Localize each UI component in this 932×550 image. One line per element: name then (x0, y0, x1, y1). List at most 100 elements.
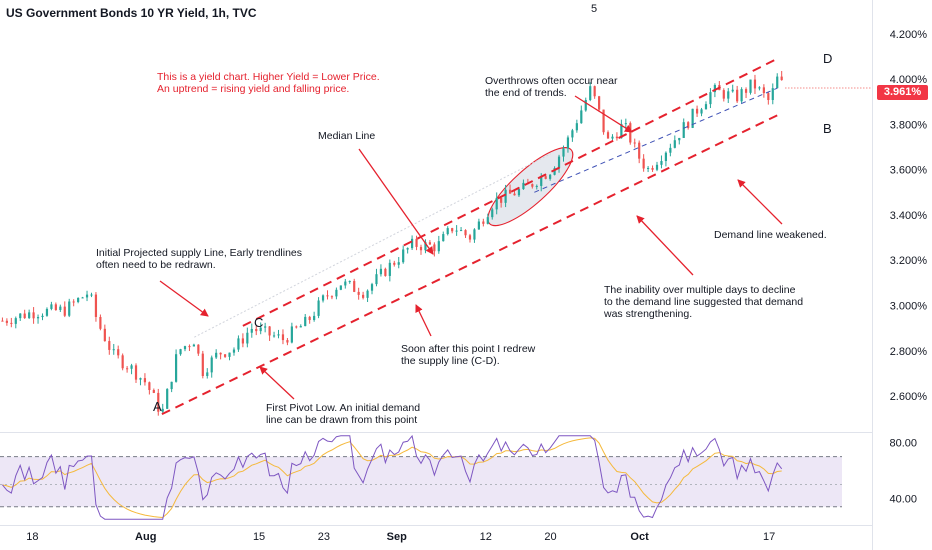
note-overthrows: Overthrows often occur near the end of t… (485, 75, 618, 99)
candle-body (687, 122, 690, 128)
y-tick-label-3: 3.200% (890, 255, 928, 267)
candle-body (45, 308, 49, 316)
supply-line-cd (242, 57, 778, 327)
candle-body (584, 99, 587, 111)
candle-body (313, 315, 316, 321)
candle-body (384, 268, 387, 276)
candle-body (68, 301, 71, 316)
candle-body (362, 294, 365, 298)
candle-body (81, 297, 84, 299)
pivot-label-b: B (823, 121, 832, 136)
candle-body (112, 349, 115, 351)
candle-body (19, 313, 22, 319)
candle-body (544, 176, 547, 179)
candle-body (620, 123, 623, 139)
candle-body (121, 355, 124, 369)
pivot-label-d: D (823, 51, 833, 66)
candle-body (375, 274, 378, 285)
candle-body (415, 238, 418, 247)
arrow-initial-supply (159, 280, 209, 317)
note-first-pivot: First Pivot Low. An initial demand line … (266, 402, 421, 426)
candle-body (210, 357, 213, 373)
demand-line-ab (161, 114, 778, 416)
candle-body (446, 228, 449, 235)
candle-body (290, 326, 293, 343)
y-tick-label-4: 3.400% (890, 210, 928, 222)
current-price-tag: 3.961% (877, 85, 928, 100)
candle-body (602, 109, 605, 133)
candle-body (606, 132, 610, 139)
candle-body (557, 156, 561, 169)
candle-body (157, 392, 160, 412)
candle-body (468, 235, 472, 240)
candle-body (540, 176, 543, 186)
candle-body (638, 142, 641, 159)
candle-body (669, 147, 672, 153)
note-redrew-supply: Soon after this point I redrew the suppl… (401, 343, 536, 367)
x-tick-label-0: 18 (26, 531, 38, 543)
candle-body (36, 317, 40, 319)
candle-body (651, 167, 654, 170)
candle-body (339, 285, 342, 290)
candle-body (215, 352, 218, 358)
candle-body (188, 346, 191, 348)
candle-body (727, 91, 730, 99)
candle-body (517, 189, 521, 196)
y-tick-label-7: 4.000% (890, 74, 928, 86)
x-tick-label-6: 20 (544, 531, 556, 543)
candle-body (161, 408, 164, 412)
candle-body (321, 295, 325, 301)
candle-body (419, 246, 423, 251)
rsi-band-fill (0, 456, 842, 507)
note-initial-supply: Initial Projected supply Line, Early tre… (96, 247, 303, 271)
candle-body (126, 368, 129, 370)
candle-body (94, 294, 98, 317)
candle-body (593, 86, 596, 97)
y-tick-label-2: 3.000% (890, 300, 928, 312)
x-tick-label-7: Oct (630, 531, 649, 543)
candle-body (500, 197, 503, 203)
candle-body (348, 281, 351, 283)
candle-body (77, 297, 80, 302)
candle-body (642, 158, 645, 169)
x-tick-label-5: 12 (480, 531, 492, 543)
candle-body (575, 123, 578, 131)
candle-body (758, 87, 761, 89)
candle-body (495, 197, 498, 210)
axis-layer: 2.600% 2.800% 3.000% 3.200% 3.400% 3.600% 3.80… (26, 29, 927, 543)
candle-body (174, 354, 178, 382)
candle-body (433, 244, 436, 252)
candle-body (28, 312, 31, 319)
candle-body (615, 136, 619, 139)
candle-body (664, 152, 668, 162)
candle-body (5, 320, 8, 323)
candle-body (633, 142, 636, 144)
candle-body (237, 338, 240, 350)
highlight-ellipse (487, 147, 574, 227)
candle-body (531, 184, 534, 187)
candle-body (335, 289, 338, 297)
candle-body (286, 340, 289, 343)
y-tick-label-6: 3.800% (890, 119, 928, 131)
candle-body (99, 316, 102, 329)
initial-supply-line (194, 153, 551, 338)
candle-body (437, 241, 440, 252)
candle-body (344, 281, 347, 286)
candle-body (393, 262, 396, 265)
candle-body (308, 316, 311, 321)
candle-body (722, 90, 725, 99)
y-tick-label-8: 4.200% (890, 29, 928, 41)
candle-body (513, 193, 516, 196)
candle-body (611, 136, 614, 139)
arrow-median-line (358, 148, 434, 255)
note-demand-weakened: Demand line weakened. (714, 229, 827, 241)
candle-body (295, 326, 298, 328)
candle-body (660, 161, 663, 165)
rsi-tick-label-1: 40.00 (889, 493, 917, 505)
candle-body (272, 335, 276, 337)
candle-body (41, 315, 44, 318)
candle-body (219, 352, 222, 355)
rsi-line (2, 434, 783, 520)
